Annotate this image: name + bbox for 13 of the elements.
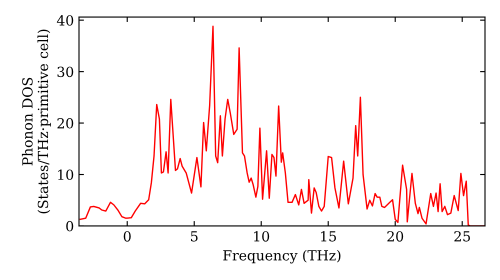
y-tick-label: 10 <box>58 169 74 180</box>
y-tick-label: 20 <box>57 118 74 129</box>
x-tick-label: 5 <box>190 231 198 242</box>
x-axis-title: Frequency (THz) <box>223 250 340 264</box>
x-tick-label: 20 <box>387 231 404 242</box>
y-tick-label: 30 <box>58 66 74 78</box>
y-tick-label: 0 <box>66 220 74 232</box>
y-axis-title: Phonon DOS (States/THz·primitive cell) <box>22 30 51 214</box>
x-tick-label: 0 <box>124 231 131 242</box>
x-tick-label: 10 <box>254 231 270 242</box>
x-tick-label: 25 <box>454 231 470 242</box>
x-tick-label: 15 <box>321 231 336 242</box>
y-tick-label: 40 <box>56 15 74 26</box>
